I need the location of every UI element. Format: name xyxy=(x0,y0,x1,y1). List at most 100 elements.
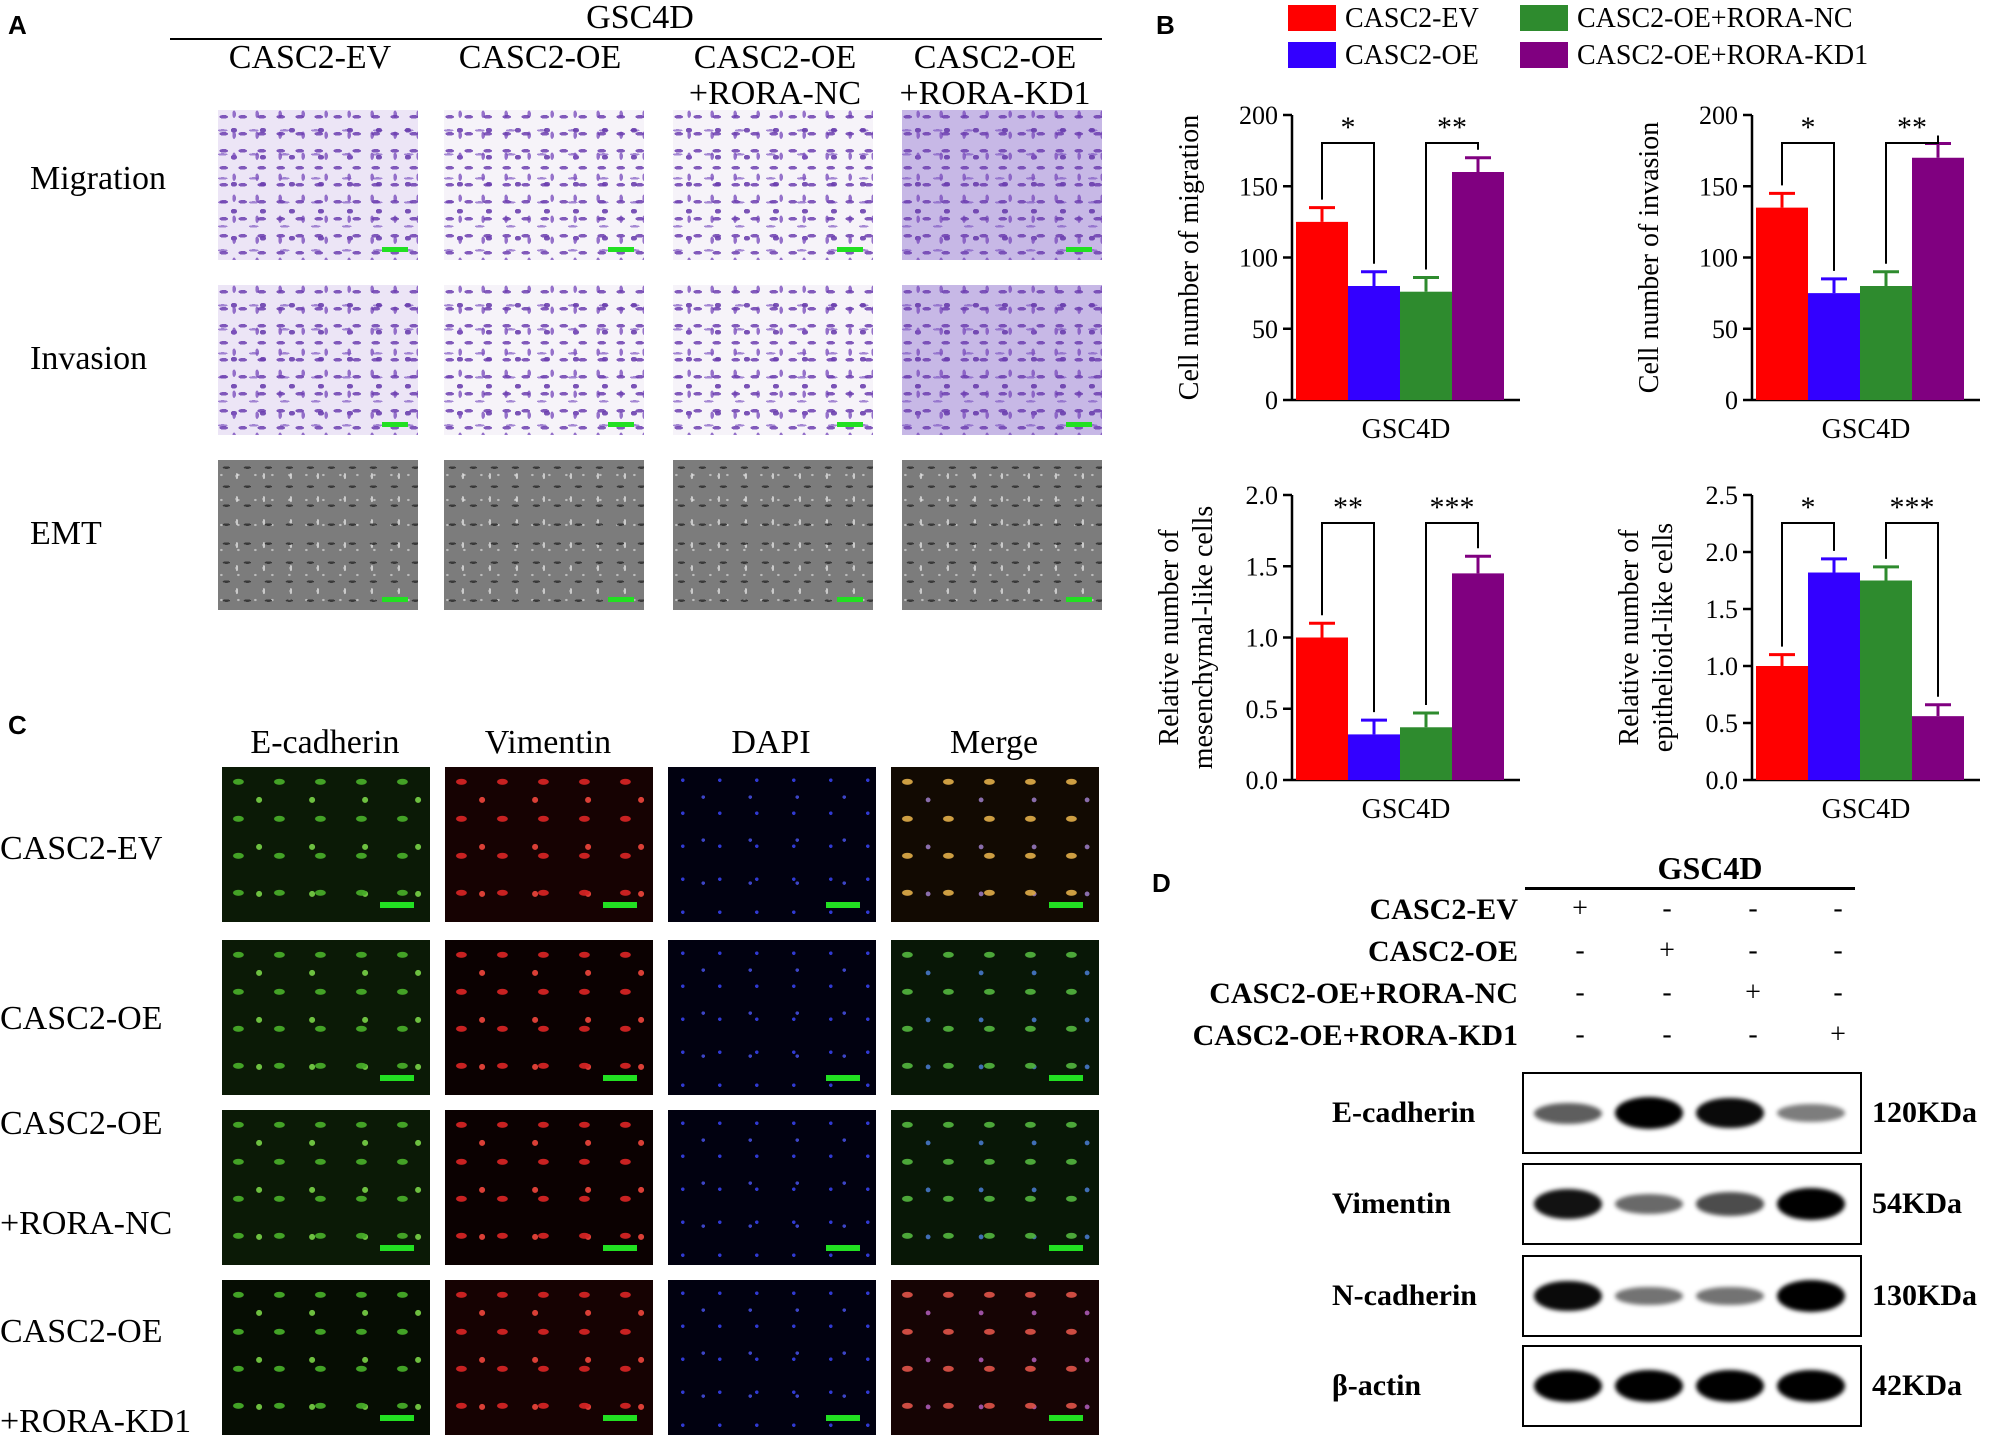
if-merge-oe-nc xyxy=(891,1110,1099,1265)
invasion-image-oe-nc xyxy=(673,285,873,435)
wb-sign: + xyxy=(1745,977,1761,1008)
bar-4 xyxy=(1452,172,1504,400)
scale-bar xyxy=(1049,902,1083,908)
x-axis-label: GSC4D xyxy=(1822,414,1911,445)
bar-2 xyxy=(1348,734,1400,780)
y-tick-label: 0.5 xyxy=(1706,709,1739,738)
y-tick-label: 0 xyxy=(1265,386,1278,415)
scale-bar xyxy=(380,1415,414,1421)
y-tick-label: 150 xyxy=(1699,172,1738,201)
wb-band xyxy=(1777,1104,1845,1122)
scale-bar xyxy=(608,422,634,427)
significance-bracket xyxy=(1321,522,1375,713)
panel-c-row-2: CASC2-OE xyxy=(0,1000,163,1037)
significance-bracket xyxy=(1781,522,1835,647)
y-tick-label: 1.5 xyxy=(1246,552,1279,581)
if-merge-oe xyxy=(891,940,1099,1095)
if-merge-ev xyxy=(891,767,1099,922)
wb-sign: - xyxy=(1833,977,1843,1008)
scale-bar xyxy=(380,1245,414,1251)
scale-bar xyxy=(826,1415,860,1421)
if-vimentin-oe-nc xyxy=(445,1110,653,1265)
panel-a-row-migration: Migration xyxy=(30,160,166,197)
wb-sign: - xyxy=(1662,977,1672,1008)
wb-condition-oe: CASC2-OE xyxy=(1367,935,1518,968)
bar-1 xyxy=(1296,637,1348,780)
wb-sign: - xyxy=(1833,935,1843,966)
wb-blot-panel xyxy=(1522,1163,1862,1245)
emt-image-oe xyxy=(444,460,644,610)
if-dapi-ev xyxy=(668,767,876,922)
wb-band xyxy=(1696,1097,1764,1129)
scale-bar xyxy=(826,1245,860,1251)
significance-label: ** xyxy=(1437,111,1467,144)
scale-bar xyxy=(1049,1075,1083,1081)
panel-c-row-3-line1: CASC2-OE xyxy=(0,1105,163,1142)
panel-d-title: GSC4D xyxy=(1657,850,1763,886)
x-axis-label: GSC4D xyxy=(1822,794,1911,825)
wb-sign: - xyxy=(1748,893,1758,924)
scale-bar xyxy=(1066,422,1092,427)
wb-band xyxy=(1777,1370,1845,1402)
panel-c-row-1: CASC2-EV xyxy=(0,830,163,867)
wb-sign: - xyxy=(1575,1019,1585,1050)
y-tick-label: 200 xyxy=(1239,101,1278,130)
significance-label: ** xyxy=(1333,491,1363,524)
chart-body: 0 50 100 150 200 Cell number of migration GSC4… xyxy=(1174,101,1520,445)
y-tick-label: 0 xyxy=(1725,386,1738,415)
if-ecadherin-oe-kd1 xyxy=(222,1280,430,1435)
wb-blot-panel xyxy=(1522,1072,1862,1154)
scale-bar xyxy=(1049,1245,1083,1251)
panel-c-row-4-line1: CASC2-OE xyxy=(0,1313,163,1350)
scale-bar xyxy=(1066,247,1092,252)
wb-band xyxy=(1534,1189,1602,1219)
panel-c-letter: C xyxy=(8,710,27,740)
chart-body: 0 50 100 150 200 Cell number of invasion GSC4D… xyxy=(1634,101,1980,445)
wb-sign: - xyxy=(1575,977,1585,1008)
bar-2 xyxy=(1808,293,1860,400)
legend-swatch-oe-nc xyxy=(1520,5,1568,31)
panel-a-col-4-line1: CASC2-OE xyxy=(913,39,1077,76)
y-tick-label: 1.0 xyxy=(1246,624,1279,653)
significance-bracket xyxy=(1321,142,1375,264)
panel-a-row-emt: EMT xyxy=(30,515,102,552)
wb-sign: + xyxy=(1830,1019,1846,1050)
y-axis-label: Cell number of migration xyxy=(1174,115,1205,400)
legend-label-oe-nc: CASC2-OE+RORA-NC xyxy=(1577,3,1853,34)
wb-condition-oe-nc: CASC2-OE+RORA-NC xyxy=(1209,977,1518,1010)
if-dapi-oe xyxy=(668,940,876,1095)
scale-bar xyxy=(1066,597,1092,602)
bar-3 xyxy=(1860,580,1912,780)
wb-protein-label: β-actin xyxy=(1332,1369,1422,1402)
legend-swatch-ev xyxy=(1288,5,1336,31)
wb-blot-panel xyxy=(1522,1345,1862,1427)
panel-a-title-rule xyxy=(170,38,1102,40)
chart-invasion: 0 50 100 150 200 Cell number of invasion GSC4D… xyxy=(1634,101,1980,445)
invasion-image-oe xyxy=(444,285,644,435)
wb-sign: + xyxy=(1659,935,1675,966)
emt-image-oe-kd1 xyxy=(902,460,1102,610)
if-vimentin-oe xyxy=(445,940,653,1095)
y-axis-label: Cell number of invasion xyxy=(1634,122,1665,393)
y-tick-label: 2.0 xyxy=(1246,481,1279,510)
if-vimentin-ev xyxy=(445,767,653,922)
legend-swatch-oe-kd1 xyxy=(1520,42,1568,68)
wb-size-label: 130KDa xyxy=(1872,1279,1977,1312)
y-tick-label: 100 xyxy=(1699,244,1738,273)
y-axis-label: epithelioid-like cells xyxy=(1648,523,1679,752)
panel-b-letter: B xyxy=(1156,10,1175,40)
wb-band xyxy=(1696,1370,1764,1402)
invasion-image-ev xyxy=(218,285,418,435)
significance-label: * xyxy=(1801,111,1816,144)
chart-migration: 0 50 100 150 200 Cell number of migration GSC4… xyxy=(1174,101,1520,445)
if-dapi-oe-nc xyxy=(668,1110,876,1265)
bar-4 xyxy=(1452,573,1504,780)
scale-bar xyxy=(603,902,637,908)
panel-c-row-4-line2: +RORA-KD1 xyxy=(0,1403,192,1440)
panel-a-col-2: CASC2-OE xyxy=(458,39,622,76)
wb-band xyxy=(1534,1280,1602,1312)
wb-condition-oe-kd1: CASC2-OE+RORA-KD1 xyxy=(1192,1019,1518,1052)
scale-bar xyxy=(380,902,414,908)
y-axis-label: Relative number of xyxy=(1614,529,1645,746)
panel-d-title-rule xyxy=(1525,887,1855,890)
